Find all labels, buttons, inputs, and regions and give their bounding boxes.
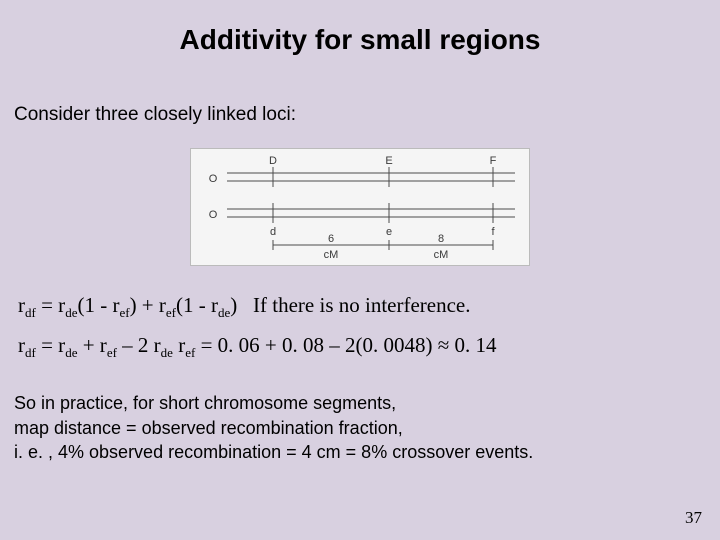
svg-text:F: F [490, 155, 497, 167]
svg-text:cM: cM [434, 249, 449, 261]
consider-text: Consider three closely linked loci: [0, 104, 720, 126]
equation-1: rdf = rde(1 - ref) + ref(1 - rde) If the… [0, 293, 720, 321]
svg-text:O: O [209, 209, 218, 221]
svg-text:E: E [385, 155, 392, 167]
svg-text:e: e [386, 226, 392, 238]
svg-text:f: f [491, 226, 495, 238]
loci-diagram-container: O O Dd Ee Ff 6 cM 8 cM [0, 148, 720, 271]
svg-text:cM: cM [324, 249, 339, 261]
svg-text:8: 8 [438, 233, 444, 245]
page-number: 37 [685, 508, 702, 528]
equation-2: rdf = rde + ref – 2 rde ref = 0. 06 + 0.… [0, 333, 720, 361]
practice-text: So in practice, for short chromosome seg… [0, 391, 720, 464]
slide-title: Additivity for small regions [0, 0, 720, 66]
loci-diagram: O O Dd Ee Ff 6 cM 8 cM [190, 148, 530, 266]
svg-text:D: D [269, 155, 277, 167]
svg-text:O: O [209, 173, 218, 185]
svg-text:d: d [270, 226, 276, 238]
svg-text:6: 6 [328, 233, 334, 245]
